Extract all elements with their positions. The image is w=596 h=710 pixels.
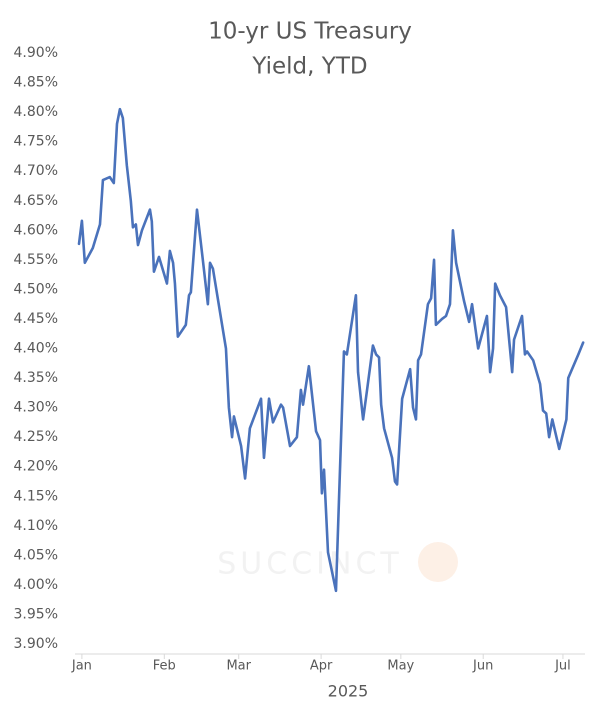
y-tick-label: 4.10% — [14, 518, 58, 534]
chart-title: Yield, YTD — [251, 54, 367, 80]
y-tick-label: 4.55% — [14, 252, 58, 268]
y-tick-label: 4.15% — [14, 488, 58, 504]
y-tick-label: 4.20% — [14, 459, 58, 475]
y-tick-label: 3.90% — [14, 636, 58, 652]
y-tick-label: 4.80% — [14, 104, 58, 120]
x-tick-label: Feb — [153, 659, 176, 674]
watermark: SUCCINCT — [217, 547, 402, 582]
yield-line — [77, 107, 585, 593]
y-tick-label: 4.65% — [14, 193, 58, 209]
y-tick-label: 4.50% — [14, 281, 58, 297]
watermark-logo — [418, 542, 458, 582]
x-tick-label: Jun — [472, 659, 493, 674]
x-axis-label: 2025 — [328, 682, 369, 701]
y-tick-label: 4.25% — [14, 429, 58, 445]
y-tick-label: 4.40% — [14, 341, 58, 357]
y-tick-label: 4.35% — [14, 370, 58, 386]
y-tick-label: 3.95% — [14, 606, 58, 622]
x-tick-label: Mar — [226, 659, 251, 674]
y-tick-label: 4.75% — [14, 134, 58, 150]
x-tick-label: Jan — [71, 659, 92, 674]
chart-title: 10-yr US Treasury — [208, 19, 412, 45]
y-tick-label: 4.45% — [14, 311, 58, 327]
x-tick-label: May — [387, 659, 414, 674]
y-tick-label: 4.05% — [14, 547, 58, 563]
y-tick-label: 4.60% — [14, 222, 58, 238]
y-tick-label: 4.70% — [14, 163, 58, 179]
y-tick-label: 4.30% — [14, 400, 58, 416]
y-tick-label: 4.90% — [14, 45, 58, 61]
x-tick-label: Apr — [310, 659, 333, 674]
x-tick-label: Jul — [554, 659, 571, 674]
y-tick-label: 4.00% — [14, 577, 58, 593]
y-tick-label: 4.85% — [14, 75, 58, 91]
